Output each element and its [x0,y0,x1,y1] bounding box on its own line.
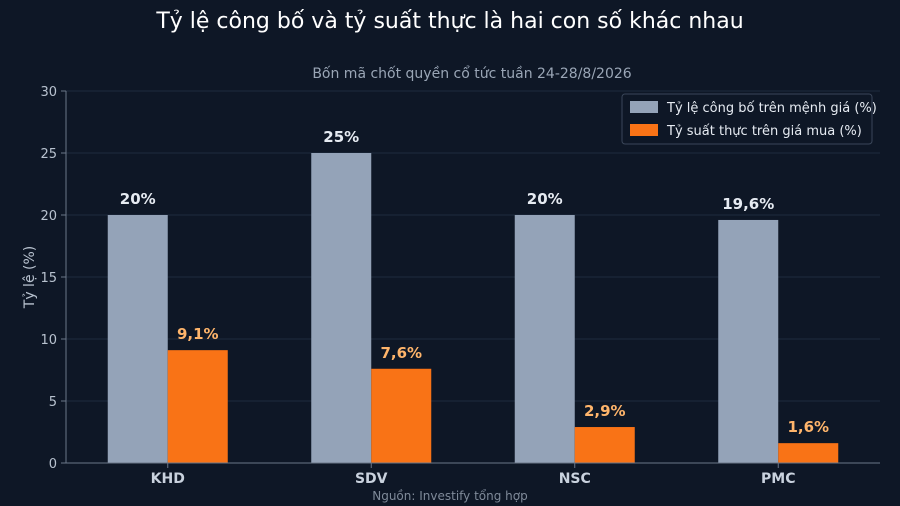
data-label-khd-series-1: 20% [120,190,156,208]
data-label-khd-series-2: 9,1% [177,325,219,343]
y-axis-label: Tỷ lệ (%) [22,246,38,309]
x-tick-label-nsc: NSC [559,471,591,487]
legend-label-series-1: Tỷ lệ công bố trên mệnh giá (%) [666,101,877,116]
y-tick-label: 30 [40,85,57,100]
bar-khd-series-2 [167,350,228,463]
x-tick-label-khd: KHD [151,471,185,487]
bar-nsc-series-2 [574,427,635,463]
data-label-sdv-series-2: 7,6% [380,344,422,362]
data-label-nsc-series-2: 2,9% [584,402,626,420]
bar-pmc-series-1 [718,219,779,463]
bar-pmc-series-2 [778,443,839,463]
bar-sdv-series-1 [311,153,372,463]
x-tick-label-pmc: PMC [761,471,795,487]
source-note: Nguồn: Investify tổng hợp [372,489,528,503]
bar-sdv-series-2 [371,368,432,463]
y-tick-label: 0 [49,457,57,472]
y-axis: 0 5 10 15 20 25 30 [40,85,67,472]
bars: 20% 9,1% 25% 7,6% 20% 2,9% 19,6% 1,6% [107,128,839,463]
y-tick-label: 15 [40,271,57,286]
data-label-nsc-series-1: 20% [527,190,563,208]
data-label-pmc-series-1: 19,6% [722,195,774,213]
y-tick-label: 25 [40,147,57,162]
y-tick-label: 20 [40,209,57,224]
x-tick-label-sdv: SDV [355,471,388,487]
x-axis: KHD SDV NSC PMC [66,462,880,487]
legend-label-series-2: Tỷ suất thực trên giá mua (%) [666,124,862,139]
y-tick-label: 5 [49,395,57,410]
data-label-sdv-series-1: 25% [323,128,359,146]
bar-nsc-series-1 [514,215,575,463]
legend-swatch-series-2 [630,124,658,136]
legend: Tỷ lệ công bố trên mệnh giá (%) Tỷ suất … [621,93,877,145]
legend-swatch-series-1 [630,101,658,113]
chart-subtitle: Bốn mã chốt quyền cổ tức tuần 24-28/8/20… [312,65,631,82]
legend-box [621,93,873,145]
chart-title: Tỷ lệ công bố và tỷ suất thực là hai con… [155,9,743,34]
y-tick-label: 10 [40,333,57,348]
data-label-pmc-series-2: 1,6% [787,418,829,436]
bar-khd-series-1 [107,215,168,463]
